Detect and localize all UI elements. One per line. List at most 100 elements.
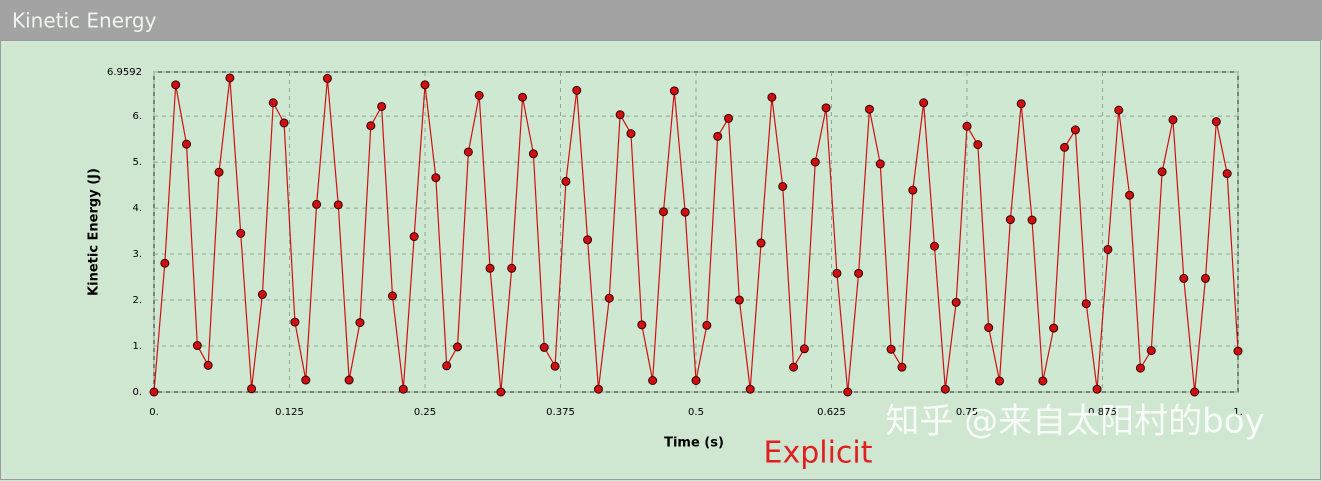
data-point xyxy=(203,360,213,370)
data-point xyxy=(745,384,755,394)
data-point xyxy=(290,317,300,327)
x-tick-label: 0. xyxy=(149,407,159,418)
y-tick-label: 3. xyxy=(132,249,142,260)
data-point xyxy=(604,293,614,303)
data-point xyxy=(724,113,734,123)
window-border xyxy=(0,40,1321,480)
y-tick-label: 5. xyxy=(132,157,142,168)
data-point xyxy=(864,104,874,114)
data-point xyxy=(1038,376,1048,386)
data-point xyxy=(984,323,994,333)
data-point xyxy=(1233,346,1243,356)
data-point xyxy=(463,147,473,157)
data-point xyxy=(1060,142,1070,152)
annotation: Explicit xyxy=(763,436,872,471)
data-point xyxy=(832,268,842,278)
title-bar xyxy=(0,0,1322,40)
data-point xyxy=(1125,190,1135,200)
data-point xyxy=(322,73,332,83)
data-point xyxy=(821,103,831,113)
data-point xyxy=(431,173,441,183)
data-point xyxy=(539,342,549,352)
watermark: 知乎 @来自太阳村的boy xyxy=(885,402,1264,442)
data-point xyxy=(387,291,397,301)
data-point xyxy=(1179,273,1189,283)
data-point xyxy=(442,361,452,371)
data-point xyxy=(1005,215,1015,225)
data-point xyxy=(1211,117,1221,127)
data-point xyxy=(680,207,690,217)
data-point xyxy=(1070,125,1080,135)
data-point xyxy=(756,238,766,248)
data-point xyxy=(214,167,224,177)
data-point xyxy=(875,159,885,169)
data-point xyxy=(344,375,354,385)
x-axis-label: Time (s) xyxy=(664,436,724,451)
data-point xyxy=(1081,299,1091,309)
data-point xyxy=(669,86,679,96)
data-point xyxy=(1092,384,1102,394)
data-point xyxy=(713,131,723,141)
data-point xyxy=(149,387,159,397)
data-point xyxy=(995,376,1005,386)
data-point xyxy=(474,90,484,100)
data-point xyxy=(854,268,864,278)
data-point xyxy=(160,258,170,268)
data-point xyxy=(1168,115,1178,125)
data-point xyxy=(1146,346,1156,356)
data-point xyxy=(420,80,430,90)
data-point xyxy=(409,232,419,242)
data-point xyxy=(789,362,799,372)
data-point xyxy=(561,176,571,186)
data-point xyxy=(767,92,777,102)
data-point xyxy=(1135,363,1145,373)
data-point xyxy=(734,295,744,305)
y-tick-label: 6. xyxy=(132,111,142,122)
data-point xyxy=(615,110,625,120)
y-tick-label: 6.9592 xyxy=(107,67,142,78)
data-point xyxy=(550,361,560,371)
data-point xyxy=(518,92,528,102)
data-point xyxy=(843,387,853,397)
data-point xyxy=(583,235,593,245)
x-tick-label: 1. xyxy=(1233,407,1243,418)
data-point xyxy=(301,375,311,385)
data-point xyxy=(637,320,647,330)
data-point xyxy=(257,290,267,300)
data-point xyxy=(1222,169,1232,179)
data-point xyxy=(398,384,408,394)
x-tick-label: 0.875 xyxy=(1088,407,1117,418)
data-point xyxy=(192,341,202,351)
y-axis-label: Kinetic Energy (J) xyxy=(87,168,102,296)
y-tick-label: 1. xyxy=(132,341,142,352)
x-tick-label: 0.5 xyxy=(688,407,704,418)
data-point xyxy=(171,80,181,90)
data-point xyxy=(886,344,896,354)
data-point xyxy=(507,263,517,273)
data-point xyxy=(810,157,820,167)
data-point xyxy=(453,342,463,352)
data-point xyxy=(908,185,918,195)
data-point xyxy=(236,228,246,238)
data-point xyxy=(572,85,582,95)
marks: 0. 1. 2. 3. 4. 5. 6. 6.9592 0. 0.125 0.25 0.375 0.5 0… xyxy=(107,67,1243,418)
data-point xyxy=(528,149,538,159)
data-point xyxy=(485,263,495,273)
data-point xyxy=(1049,323,1059,333)
x-tick-label: 0.25 xyxy=(414,407,436,418)
y-tick-label: 4. xyxy=(132,203,142,214)
x-tick-label: 0.125 xyxy=(275,407,304,418)
data-point xyxy=(268,98,278,108)
window-title: Kinetic Energy xyxy=(12,9,157,33)
data-point xyxy=(1103,244,1113,254)
data-point xyxy=(799,344,809,354)
data-point xyxy=(1190,387,1200,397)
data-point xyxy=(182,139,192,149)
x-tick-label: 0.625 xyxy=(817,407,846,418)
data-point xyxy=(962,121,972,131)
data-point xyxy=(1157,167,1167,177)
data-point xyxy=(919,98,929,108)
data-point xyxy=(1114,105,1124,115)
data-point xyxy=(658,207,668,217)
